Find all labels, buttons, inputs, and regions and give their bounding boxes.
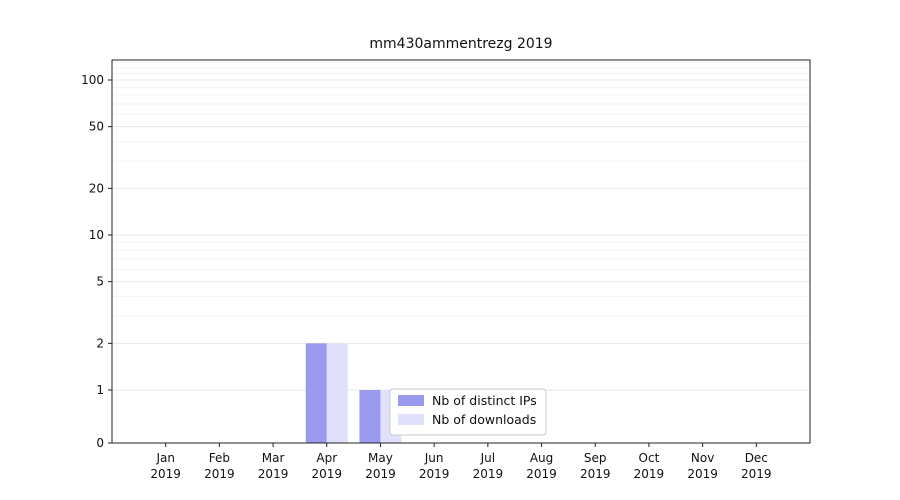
x-tick-label-month: Feb bbox=[209, 451, 230, 465]
y-tick-label: 50 bbox=[89, 120, 104, 134]
y-tick-label: 2 bbox=[96, 336, 104, 350]
x-tick-label-year: 2019 bbox=[687, 467, 718, 481]
x-tick-label-month: Jun bbox=[424, 451, 444, 465]
legend-swatch bbox=[398, 395, 424, 406]
y-tick-label: 5 bbox=[96, 275, 104, 289]
x-tick-label-month: Jan bbox=[155, 451, 175, 465]
x-tick-label-month: Apr bbox=[316, 451, 337, 465]
legend-swatch bbox=[398, 414, 424, 425]
y-tick-label: 1 bbox=[96, 383, 104, 397]
bar-distinct-ips bbox=[305, 343, 327, 443]
y-tick-label: 20 bbox=[89, 181, 104, 195]
x-tick-label-month: Oct bbox=[639, 451, 660, 465]
x-tick-label-month: Mar bbox=[262, 451, 285, 465]
legend-box bbox=[389, 388, 547, 436]
legend-label: Nb of distinct IPs bbox=[432, 393, 537, 408]
plot-border bbox=[111, 59, 811, 444]
x-tick-label-year: 2019 bbox=[258, 467, 289, 481]
x-tick-label-year: 2019 bbox=[365, 467, 396, 481]
x-tick-label-month: May bbox=[368, 451, 393, 465]
x-tick-label-year: 2019 bbox=[580, 467, 611, 481]
y-tick-label: 0 bbox=[96, 436, 104, 450]
chart-title: mm430ammentrezg 2019 bbox=[369, 36, 553, 52]
x-tick-label-month: Sep bbox=[584, 451, 607, 465]
x-tick-label-year: 2019 bbox=[634, 467, 665, 481]
y-tick-label: 10 bbox=[89, 228, 104, 242]
x-tick-label-year: 2019 bbox=[473, 467, 504, 481]
legend-label: Nb of downloads bbox=[432, 412, 536, 427]
x-tick-label-year: 2019 bbox=[311, 467, 342, 481]
x-tick-label-month: Dec bbox=[745, 451, 768, 465]
bar-downloads bbox=[326, 343, 348, 443]
x-tick-label-year: 2019 bbox=[419, 467, 450, 481]
x-tick-label-year: 2019 bbox=[741, 467, 772, 481]
y-tick-label: 100 bbox=[81, 73, 104, 87]
x-tick-label-year: 2019 bbox=[150, 467, 181, 481]
bar-distinct-ips bbox=[359, 390, 381, 443]
x-tick-label-month: Aug bbox=[530, 451, 553, 465]
x-tick-label-year: 2019 bbox=[526, 467, 557, 481]
x-tick-label-month: Nov bbox=[691, 451, 714, 465]
x-tick-label-month: Jul bbox=[480, 451, 495, 465]
x-tick-label-year: 2019 bbox=[204, 467, 235, 481]
